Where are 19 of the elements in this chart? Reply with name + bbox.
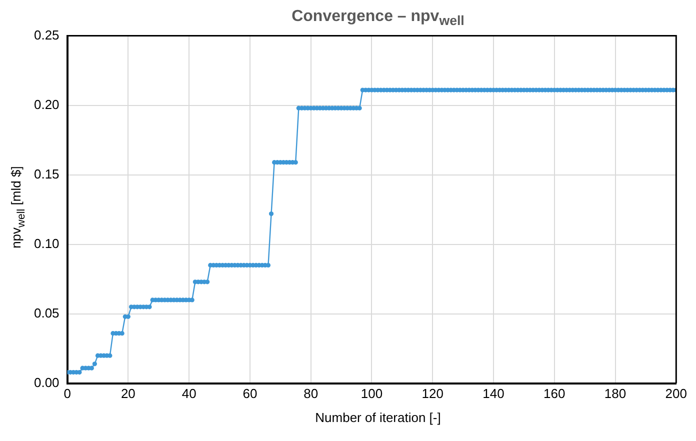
x-tick-label: 160	[544, 386, 566, 401]
y-tick-label: 0.20	[34, 96, 60, 112]
y-tick-label: 0.00	[34, 374, 60, 390]
y-tick-label: 0.25	[34, 27, 60, 42]
y-tick-label: 0.05	[34, 305, 60, 320]
x-tick-label: 120	[422, 386, 444, 401]
x-tick-label: 140	[482, 386, 504, 401]
x-tick-label: 100	[360, 386, 383, 401]
x-tick-label: 80	[304, 386, 318, 401]
y-tick-label: 0.15	[34, 166, 60, 182]
x-tick-label: 200	[665, 386, 688, 401]
x-tick-label: 40	[182, 386, 196, 401]
x-tick-label: 0	[64, 386, 71, 401]
x-tick-label: 180	[604, 386, 626, 401]
x-tick-label: 20	[120, 386, 136, 401]
chart-title: Convergence – npv$_{well}$	[290, 8, 466, 28]
x-axis-title: Number of iteration [-]	[314, 410, 442, 425]
y-tick-label: 0.10	[34, 236, 60, 251]
x-tick-label: 60	[242, 386, 258, 401]
